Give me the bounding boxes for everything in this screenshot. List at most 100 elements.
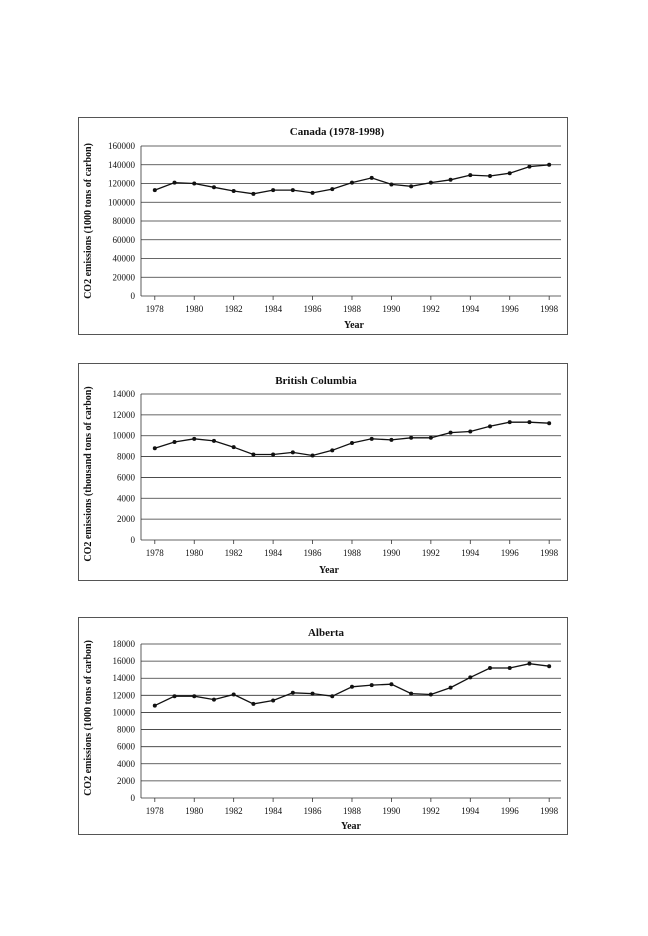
data-point <box>428 435 433 440</box>
x-tick-label: 1990 <box>382 304 401 314</box>
data-point <box>192 181 197 186</box>
data-point <box>409 184 414 189</box>
canada-chart: Canada (1978-1998) Year CO2 emissions (1… <box>78 117 568 335</box>
data-point <box>231 445 236 450</box>
x-tick-label: 1982 <box>225 304 243 314</box>
data-point <box>251 452 256 457</box>
data-point <box>527 420 532 425</box>
data-point <box>192 694 197 699</box>
data-point <box>231 189 236 193</box>
data-point <box>330 448 335 453</box>
data-point <box>211 697 216 702</box>
x-tick-label: 1984 <box>264 806 283 816</box>
y-tick-label: 16000 <box>113 656 136 666</box>
data-point <box>251 191 256 196</box>
x-tick-label: 1996 <box>501 304 520 314</box>
data-point <box>369 175 374 180</box>
x-tick-label: 1988 <box>343 548 362 558</box>
data-point <box>290 690 295 695</box>
data-point <box>172 439 177 444</box>
data-point <box>310 691 315 696</box>
data-point <box>349 684 354 689</box>
y-tick-label: 100000 <box>108 197 136 207</box>
y-tick-label: 0 <box>131 793 136 803</box>
x-tick-label: 1994 <box>461 548 480 558</box>
x-tick-label: 1996 <box>501 548 520 558</box>
data-point <box>389 182 394 187</box>
data-point <box>231 692 236 697</box>
y-tick-label: 4000 <box>117 493 136 503</box>
y-tick-label: 18000 <box>113 639 136 649</box>
x-tick-label: 1982 <box>225 548 243 558</box>
x-tick-label: 1992 <box>422 548 440 558</box>
data-point <box>468 675 473 680</box>
data-point <box>468 429 473 434</box>
x-axis-label: Year <box>319 565 340 576</box>
y-tick-label: 12000 <box>113 690 136 700</box>
x-tick-label: 1998 <box>540 806 559 816</box>
data-point <box>192 436 197 441</box>
data-point <box>448 177 453 182</box>
y-tick-label: 2000 <box>117 776 136 786</box>
y-tick-label: 12000 <box>113 410 136 420</box>
y-tick-label: 14000 <box>113 389 136 399</box>
data-point <box>251 701 256 706</box>
x-tick-label: 1998 <box>540 304 559 314</box>
x-tick-label: 1984 <box>264 304 283 314</box>
x-axis-label: Year <box>341 821 362 832</box>
data-point <box>290 188 295 193</box>
y-tick-label: 14000 <box>113 673 136 683</box>
x-tick-label: 1986 <box>304 806 323 816</box>
alberta-chart-svg: Alberta Year CO2 emissions (1000 tons of… <box>83 627 561 832</box>
data-point <box>271 452 276 457</box>
data-point <box>409 435 414 440</box>
x-tick-label: 1992 <box>422 304 440 314</box>
y-tick-label: 6000 <box>117 742 136 752</box>
y-tick-label: 120000 <box>108 179 136 189</box>
series-line <box>154 164 550 195</box>
data-point <box>310 190 315 195</box>
data-point <box>290 450 295 455</box>
data-point <box>271 698 276 703</box>
chart-title: Alberta <box>308 627 345 639</box>
y-tick-label: 60000 <box>113 235 136 245</box>
data-point <box>409 691 414 696</box>
y-axis-label: CO2 emissions (thousand tons of carbon) <box>83 386 94 561</box>
x-tick-label: 1994 <box>461 304 480 314</box>
data-point <box>527 661 532 666</box>
y-tick-label: 4000 <box>117 759 136 769</box>
data-point <box>488 424 493 429</box>
y-tick-label: 40000 <box>113 254 136 264</box>
x-tick-label: 1982 <box>225 806 243 816</box>
data-point <box>152 703 157 708</box>
y-tick-label: 20000 <box>113 272 136 282</box>
data-point <box>488 665 493 670</box>
x-tick-label: 1988 <box>343 304 362 314</box>
y-tick-label: 10000 <box>113 707 136 717</box>
data-point <box>468 173 473 178</box>
x-tick-label: 1990 <box>382 806 401 816</box>
y-tick-label: 2000 <box>117 514 136 524</box>
data-point <box>349 441 354 446</box>
data-point <box>507 665 512 670</box>
data-point <box>369 683 374 688</box>
y-tick-label: 10000 <box>113 431 136 441</box>
x-tick-label: 1984 <box>264 548 283 558</box>
canada-chart-svg: Canada (1978-1998) Year CO2 emissions (1… <box>83 126 561 331</box>
y-tick-label: 0 <box>131 291 136 301</box>
y-tick-label: 80000 <box>113 216 136 226</box>
y-tick-label: 0 <box>131 535 136 545</box>
data-point <box>330 187 335 192</box>
x-tick-label: 1990 <box>382 548 401 558</box>
chart-title: Canada (1978-1998) <box>290 126 385 138</box>
y-tick-label: 160000 <box>108 141 136 151</box>
y-axis-label: CO2 emissions (1000 tons of carbon) <box>83 143 94 299</box>
data-point <box>547 162 552 167</box>
data-point <box>488 174 493 178</box>
x-tick-label: 1978 <box>146 304 165 314</box>
x-tick-label: 1998 <box>540 548 559 558</box>
y-tick-label: 140000 <box>108 160 136 170</box>
alberta-chart: Alberta Year CO2 emissions (1000 tons of… <box>78 617 568 835</box>
data-point <box>547 664 552 669</box>
y-tick-label: 6000 <box>117 472 136 482</box>
